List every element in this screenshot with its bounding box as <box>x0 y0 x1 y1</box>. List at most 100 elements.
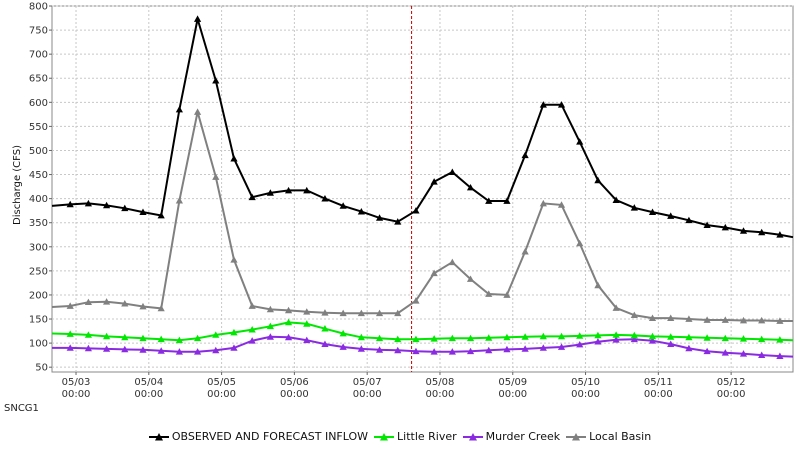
y-tick-label: 150 <box>29 315 48 326</box>
data-point <box>685 315 693 322</box>
legend-label: Little River <box>397 430 457 443</box>
data-point <box>339 202 347 209</box>
data-point <box>667 333 675 340</box>
data-point <box>212 346 220 354</box>
data-point <box>66 330 74 337</box>
data-point <box>667 314 675 321</box>
data-point <box>539 332 547 340</box>
data-point <box>539 344 547 351</box>
data-point <box>776 231 784 238</box>
data-point <box>284 318 293 326</box>
data-point <box>448 348 456 355</box>
x-tick-date: 05/11 <box>644 377 673 388</box>
legend-swatch-icon <box>148 432 169 440</box>
data-point <box>66 344 74 351</box>
data-point <box>175 105 183 113</box>
data-point <box>758 316 766 324</box>
data-point <box>521 151 529 159</box>
data-point <box>758 228 766 236</box>
data-point <box>539 199 547 207</box>
data-point <box>321 195 329 202</box>
data-point <box>703 347 711 355</box>
y-tick-label: 200 <box>29 290 48 301</box>
data-point <box>284 333 293 341</box>
x-tick-time: 00:00 <box>62 389 91 400</box>
data-point <box>721 334 729 342</box>
series-line <box>51 321 794 342</box>
data-point <box>557 332 566 340</box>
data-point <box>357 333 365 341</box>
data-point <box>394 309 402 317</box>
data-point <box>284 306 293 314</box>
plot-area <box>51 5 794 373</box>
data-point <box>739 335 748 342</box>
data-point <box>193 15 202 22</box>
data-point <box>612 304 620 311</box>
legend-item: OBSERVED AND FORECAST INFLOW <box>148 430 368 443</box>
data-point <box>102 332 111 340</box>
data-point <box>321 340 329 347</box>
data-point <box>121 204 129 212</box>
x-tick-date: 05/12 <box>717 377 746 388</box>
series-little-river <box>51 318 794 344</box>
data-point <box>667 340 675 347</box>
y-tick-label: 350 <box>29 218 48 229</box>
data-point <box>430 269 438 277</box>
data-point <box>739 227 748 234</box>
data-point <box>175 336 183 344</box>
series-layer <box>51 15 794 359</box>
data-point <box>430 348 438 355</box>
data-point <box>721 316 729 323</box>
data-point <box>375 214 384 221</box>
data-point <box>266 322 274 330</box>
data-point <box>266 333 274 340</box>
legend-swatch-icon <box>374 432 395 440</box>
data-point <box>721 349 729 356</box>
x-tick-date: 05/10 <box>571 377 600 388</box>
data-point <box>357 309 365 317</box>
x-tick-time: 00:00 <box>717 389 746 400</box>
y-tick-label: 650 <box>29 74 48 85</box>
discharge-chart: 50 100 150 200 250 300 350 400 450 500 550 600 650 70… <box>12 2 794 400</box>
y-tick-label: 800 <box>29 2 48 13</box>
data-point <box>594 331 602 339</box>
data-point <box>703 221 711 228</box>
data-point <box>739 316 748 324</box>
data-point <box>121 300 129 307</box>
data-point <box>630 331 638 339</box>
x-tick-time: 00:00 <box>280 389 309 400</box>
series-murder-creek <box>52 333 794 359</box>
data-point <box>576 138 584 145</box>
data-point <box>84 298 92 306</box>
data-point <box>230 155 238 162</box>
data-point <box>503 197 511 204</box>
data-point <box>375 309 384 317</box>
data-point <box>212 331 220 338</box>
grid <box>52 5 793 372</box>
data-point <box>521 345 529 352</box>
data-point <box>685 216 693 224</box>
data-point <box>84 331 92 338</box>
data-point <box>648 208 657 215</box>
y-tick-label: 400 <box>29 194 48 205</box>
data-point <box>230 328 238 336</box>
data-point <box>139 346 147 353</box>
y-axis: 50 100 150 200 250 300 350 400 450 500 550 600 650 70… <box>29 2 52 374</box>
x-tick-time: 00:00 <box>353 389 382 400</box>
data-point <box>412 207 420 214</box>
data-point <box>284 186 293 194</box>
data-point <box>66 302 74 309</box>
legend-swatch-icon <box>462 432 483 440</box>
data-point <box>157 335 165 343</box>
data-point <box>466 334 475 342</box>
data-point <box>466 183 475 191</box>
data-point <box>321 325 329 332</box>
data-point <box>594 338 602 345</box>
data-point <box>466 347 475 355</box>
data-point <box>648 337 657 344</box>
data-point <box>612 336 620 343</box>
station-label: SNCG1 <box>4 403 39 414</box>
data-point <box>357 208 365 215</box>
data-point <box>175 348 183 355</box>
data-point <box>685 344 693 352</box>
